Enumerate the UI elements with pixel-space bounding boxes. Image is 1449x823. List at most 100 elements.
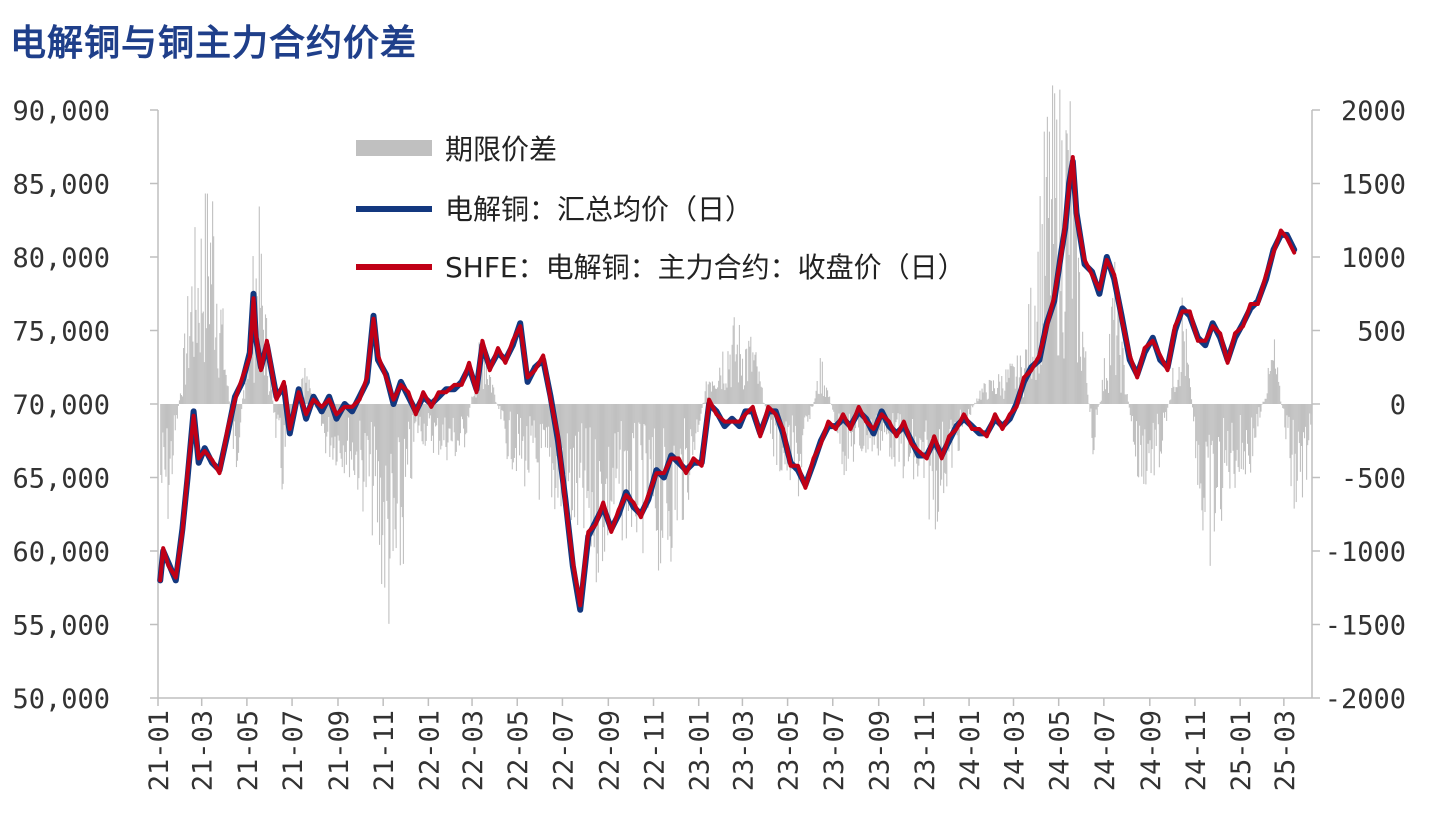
spread-bar (1043, 131, 1045, 405)
spread-bar (1246, 404, 1249, 444)
spread-bar (324, 404, 326, 433)
spread-bar (950, 404, 952, 420)
spread-bar (246, 375, 248, 404)
spread-bar (1288, 404, 1290, 417)
spread-bar (671, 404, 673, 548)
spread-bar (1137, 404, 1139, 477)
spread-bar (164, 404, 166, 470)
spread-bar (1274, 368, 1277, 404)
spread-bar (1007, 369, 1009, 404)
spread-bar (691, 404, 693, 437)
spread-bar (698, 404, 700, 425)
spread-bar (1214, 404, 1216, 514)
spread-bar (1251, 404, 1253, 418)
spread-bar (1269, 371, 1271, 404)
spread-bar (1132, 404, 1135, 442)
spread-bar (1299, 404, 1301, 472)
spread-bar (1212, 404, 1214, 454)
spread-bar (1096, 404, 1098, 415)
left-tick-label: 70,000 (12, 390, 110, 421)
spread-bar (614, 404, 616, 434)
spread-bar (968, 404, 970, 410)
left-tick-label: 90,000 (12, 96, 110, 127)
spread-bar (710, 391, 712, 404)
spread-bar (1056, 119, 1058, 404)
spread-bar (1198, 404, 1200, 445)
legend-label-futures: SHFE：电解铜：主力合约：收盘价（日） (445, 251, 966, 284)
spread-bar (274, 404, 276, 413)
spread-bar (847, 404, 849, 459)
spread-bar (446, 404, 448, 461)
spread-bar (948, 404, 950, 452)
spread-bar (329, 404, 331, 458)
spread-bar (745, 349, 747, 404)
spread-bar (1066, 133, 1068, 405)
spread-bar (1089, 404, 1091, 412)
spread-bar (949, 404, 951, 429)
spread-bar (1021, 394, 1024, 404)
spread-bar (1075, 186, 1077, 404)
spread-bar (841, 404, 843, 465)
spread-bar (1280, 401, 1282, 404)
spread-bar (1001, 376, 1003, 404)
spread-bar (1103, 358, 1105, 404)
spread-bar (1082, 331, 1084, 404)
spread-bar (1234, 404, 1236, 488)
left-tick-label: 75,000 (12, 317, 110, 348)
spread-bar (408, 404, 410, 422)
spread-bar (1237, 404, 1239, 468)
spread-bar (565, 404, 567, 524)
spread-bar (219, 333, 221, 404)
spread-bar (306, 376, 308, 404)
spread-bar (387, 404, 389, 519)
spread-bar (1225, 404, 1227, 451)
spread-bar (1301, 404, 1304, 498)
x-tick-label: 24-07 (1090, 710, 1121, 791)
spread-bar (452, 404, 454, 418)
spread-bar (1130, 404, 1132, 422)
spread-bar (773, 404, 775, 457)
spread-bar (975, 403, 977, 404)
spread-bar (444, 404, 446, 418)
spread-bar (234, 404, 236, 437)
spread-bar (753, 360, 755, 404)
spread-bar (918, 404, 920, 466)
spread-bar (1010, 366, 1012, 404)
spread-bar (1240, 404, 1242, 470)
spread-bar (1115, 375, 1117, 404)
spread-bar (483, 360, 485, 404)
spread-bar (399, 404, 401, 566)
spread-bar (1061, 140, 1063, 404)
spread-bar (1285, 404, 1287, 440)
spread-bar (1190, 399, 1193, 404)
spread-bar (1281, 404, 1283, 406)
spread-bar (631, 404, 633, 527)
spread-bar (545, 404, 548, 428)
spread-bar (644, 404, 646, 426)
spread-bar (564, 404, 566, 475)
spread-bar (343, 404, 345, 474)
spread-bar (205, 328, 207, 404)
spread-bar (1041, 224, 1043, 404)
spread-bar (1265, 398, 1267, 404)
spread-bar (780, 404, 782, 470)
spread-bar (861, 404, 863, 452)
spread-bar (1069, 101, 1071, 404)
spread-bar (1006, 382, 1008, 404)
spread-bar (744, 385, 746, 404)
spread-bar (270, 378, 272, 404)
spread-bar (423, 404, 425, 424)
spread-bar (328, 404, 330, 417)
spread-bar (358, 404, 360, 479)
spread-bar (702, 402, 704, 404)
spread-bar (1014, 388, 1016, 404)
spread-bar (175, 404, 177, 416)
spread-bar (633, 404, 635, 439)
spread-bar (1027, 377, 1029, 404)
spread-bar (834, 404, 836, 423)
spread-bar (161, 404, 163, 483)
spread-bar (1074, 176, 1076, 404)
right-tick-label: 0 (1390, 390, 1406, 421)
spread-bar (417, 404, 419, 434)
spread-bar (372, 404, 374, 486)
